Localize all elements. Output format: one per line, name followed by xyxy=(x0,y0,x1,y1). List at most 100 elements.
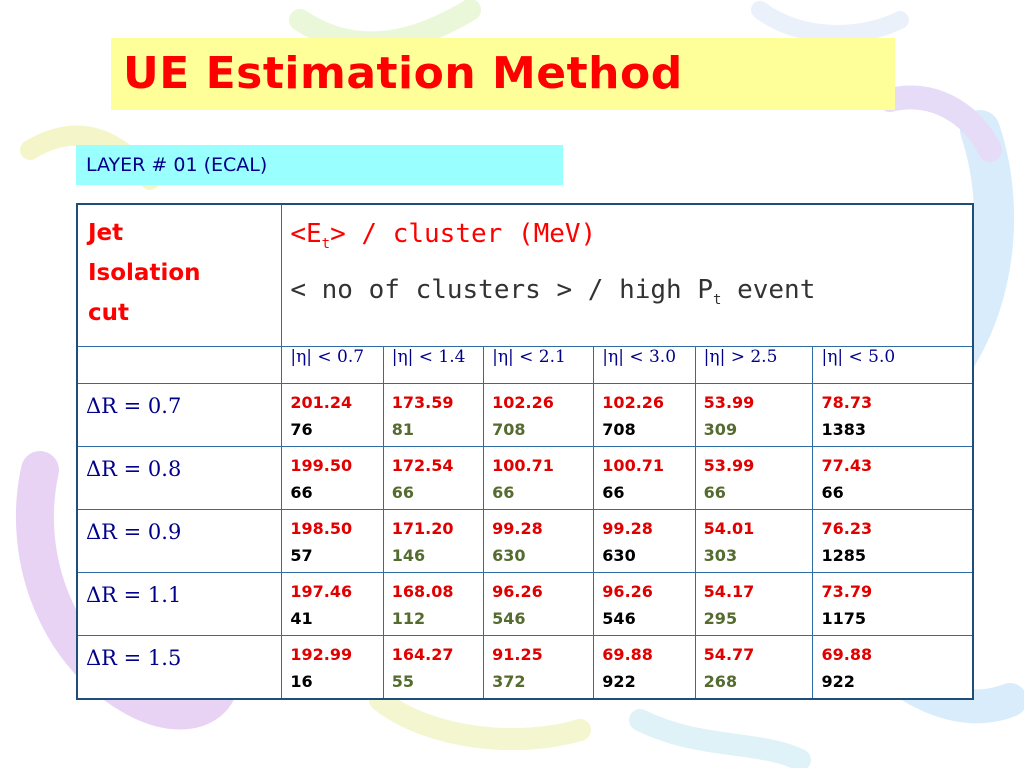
table-cell: 69.88 922 xyxy=(593,635,696,700)
header-text: event xyxy=(721,275,816,306)
et-per-cluster-value: 73.79 xyxy=(821,582,873,601)
eta-cut-header: |η| < 2.1 xyxy=(483,346,595,384)
eta-cut-row: |η| < 0.7 |η| < 1.4 |η| < 2.1 |η| < 3.0 … xyxy=(76,346,974,384)
et-per-cluster-value: 171.20 xyxy=(391,519,454,538)
et-per-cluster-header: <Et> / cluster (MeV) xyxy=(290,211,972,267)
table-cell: 53.99 66 xyxy=(694,446,814,510)
cluster-count-value: 55 xyxy=(391,672,414,691)
cluster-count-value: 922 xyxy=(821,672,855,691)
et-per-cluster-value: 76.23 xyxy=(821,519,873,538)
et-per-cluster-value: 100.71 xyxy=(602,456,665,475)
table-cell: 173.59 81 xyxy=(382,383,485,447)
et-per-cluster-value: 53.99 xyxy=(703,393,755,412)
table-cell: 54.77 268 xyxy=(694,635,814,700)
cluster-count-value: 112 xyxy=(391,609,426,628)
et-per-cluster-value: 69.88 xyxy=(602,645,653,664)
et-per-cluster-value: 77.43 xyxy=(821,456,873,475)
cluster-count-value: 295 xyxy=(703,609,738,628)
header-text: <E xyxy=(290,219,322,249)
et-per-cluster-value: 102.26 xyxy=(602,393,665,412)
table-header-row: Jet Isolation cut <Et> / cluster (MeV) <… xyxy=(76,203,974,347)
delta-r-label: ΔR = 0.8 xyxy=(76,446,283,510)
et-per-cluster-value: 100.71 xyxy=(492,456,554,475)
clusters-per-event-header: < no of clusters > / high Pt event xyxy=(290,267,972,323)
header-left-line: Isolation xyxy=(88,260,201,286)
table-cell: 100.71 66 xyxy=(483,446,595,510)
cluster-count-value: 41 xyxy=(290,609,313,628)
table-cell: 96.26 546 xyxy=(593,572,696,636)
et-per-cluster-value: 91.25 xyxy=(492,645,543,664)
table-row: ΔR = 1.1 197.46 41 168.08 112 96.26 546 96.26 54… xyxy=(76,572,974,636)
table-cell: 54.01 303 xyxy=(694,509,814,573)
cluster-count-value: 66 xyxy=(703,483,726,502)
cluster-count-value: 708 xyxy=(602,420,636,439)
eta-cut-header: |η| < 5.0 xyxy=(812,346,974,384)
header-text: > / cluster (MeV) xyxy=(330,219,597,249)
title-banner: UE Estimation Method xyxy=(111,38,895,110)
eta-cut-header: |η| < 1.4 xyxy=(382,346,485,384)
delta-r-label: ΔR = 1.1 xyxy=(76,572,283,636)
et-per-cluster-value: 201.24 xyxy=(290,393,353,412)
eta-cut-header: |η| < 0.7 xyxy=(281,346,384,384)
cluster-count-value: 66 xyxy=(391,483,414,502)
cluster-count-value: 546 xyxy=(492,609,526,628)
cluster-count-value: 303 xyxy=(703,546,738,565)
table-cell: 99.28 630 xyxy=(593,509,696,573)
table-cell: 99.28 630 xyxy=(483,509,595,573)
delta-r-label: ΔR = 0.9 xyxy=(76,509,283,573)
et-per-cluster-value: 199.50 xyxy=(290,456,353,475)
empty-corner-cell xyxy=(76,346,283,384)
eta-cut-header: |η| < 3.0 xyxy=(593,346,696,384)
cluster-count-value: 372 xyxy=(492,672,526,691)
et-per-cluster-value: 192.99 xyxy=(290,645,353,664)
et-per-cluster-value: 197.46 xyxy=(290,582,353,601)
cluster-count-value: 66 xyxy=(290,483,313,502)
cluster-count-value: 146 xyxy=(391,546,426,565)
ue-estimation-table: Jet Isolation cut <Et> / cluster (MeV) <… xyxy=(76,203,974,700)
delta-r-label: ΔR = 1.5 xyxy=(76,635,283,700)
table-cell: 69.88 922 xyxy=(812,635,974,700)
header-subscript: t xyxy=(712,292,722,309)
table-cell: 198.50 57 xyxy=(281,509,384,573)
et-per-cluster-value: 78.73 xyxy=(821,393,873,412)
header-text: < no of clusters > / high P xyxy=(290,275,713,306)
et-per-cluster-value: 96.26 xyxy=(492,582,543,601)
slide-title: UE Estimation Method xyxy=(123,48,683,99)
et-per-cluster-value: 54.77 xyxy=(703,645,755,664)
delta-r-label: ΔR = 0.7 xyxy=(76,383,283,447)
et-per-cluster-value: 54.17 xyxy=(703,582,755,601)
header-left-line: cut xyxy=(88,300,130,326)
et-per-cluster-value: 164.27 xyxy=(391,645,454,664)
eta-cut-header: |η| > 2.5 xyxy=(694,346,814,384)
cluster-count-value: 81 xyxy=(391,420,414,439)
quantity-header: <Et> / cluster (MeV) < no of clusters > … xyxy=(281,203,974,347)
cluster-count-value: 268 xyxy=(703,672,738,691)
cluster-count-value: 309 xyxy=(703,420,738,439)
table-cell: 168.08 112 xyxy=(382,572,485,636)
cluster-count-value: 630 xyxy=(602,546,636,565)
cluster-count-value: 66 xyxy=(821,483,844,502)
et-per-cluster-value: 173.59 xyxy=(391,393,454,412)
table-cell: 201.24 76 xyxy=(281,383,384,447)
et-per-cluster-value: 69.88 xyxy=(821,645,873,664)
table-cell: 53.99 309 xyxy=(694,383,814,447)
header-subscript: t xyxy=(321,236,331,253)
et-per-cluster-value: 172.54 xyxy=(391,456,454,475)
cluster-count-value: 922 xyxy=(602,672,636,691)
table-cell: 102.26 708 xyxy=(483,383,595,447)
cluster-count-value: 76 xyxy=(290,420,313,439)
et-per-cluster-value: 96.26 xyxy=(602,582,653,601)
layer-label: LAYER # 01 (ECAL) xyxy=(86,154,268,176)
et-per-cluster-value: 53.99 xyxy=(703,456,755,475)
jet-isolation-cut-header: Jet Isolation cut xyxy=(76,203,283,347)
table-row: ΔR = 0.7 201.24 76 173.59 81 102.26 708 102.26 7… xyxy=(76,383,974,447)
table-cell: 54.17 295 xyxy=(694,572,814,636)
table-cell: 91.25 372 xyxy=(483,635,595,700)
et-per-cluster-value: 198.50 xyxy=(290,519,353,538)
table-row: ΔR = 1.5 192.99 16 164.27 55 91.25 372 69.88 922… xyxy=(76,635,974,700)
table-cell: 171.20 146 xyxy=(382,509,485,573)
cluster-count-value: 546 xyxy=(602,609,636,628)
table-cell: 100.71 66 xyxy=(593,446,696,510)
et-per-cluster-value: 102.26 xyxy=(492,393,554,412)
et-per-cluster-value: 99.28 xyxy=(602,519,653,538)
